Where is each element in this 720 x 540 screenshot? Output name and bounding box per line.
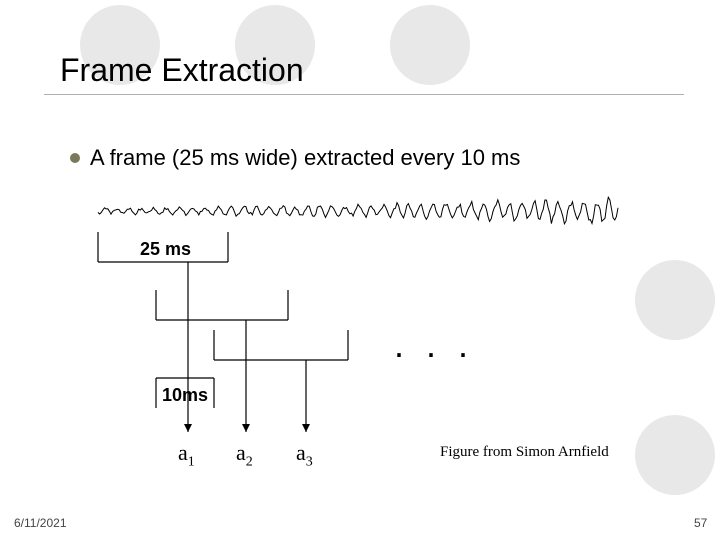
label-10ms: 10ms	[162, 385, 208, 406]
ellipsis: . . .	[394, 324, 474, 366]
footer-page-number: 57	[694, 516, 707, 530]
label-25ms: 25 ms	[140, 239, 191, 260]
figure-attribution: Figure from Simon Arnfield	[440, 444, 609, 461]
frame-label-a2: a2	[236, 440, 253, 470]
frame-label-a3: a3	[296, 440, 313, 470]
footer-date: 6/11/2021	[14, 516, 67, 530]
frame-label-a1: a1	[178, 440, 195, 470]
frame-extraction-diagram	[0, 0, 720, 540]
